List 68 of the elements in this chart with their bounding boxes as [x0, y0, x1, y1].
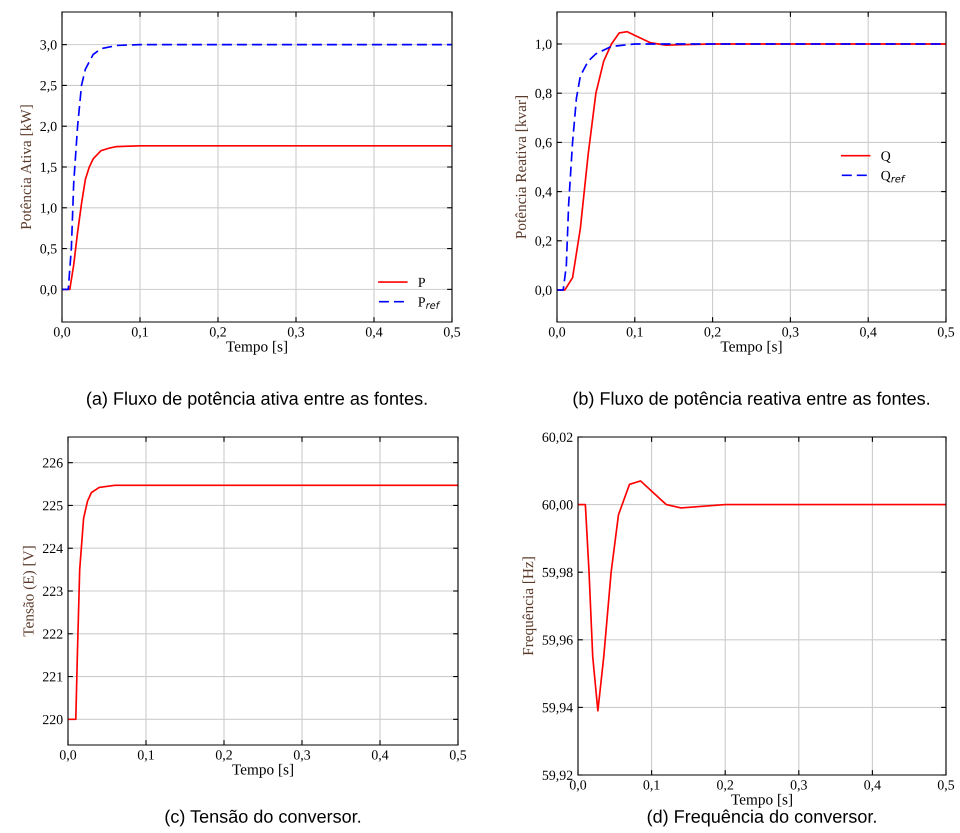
y-axis-title: Tensão (E) [V]: [22, 546, 37, 636]
x-tick-label: 0,2: [717, 780, 734, 792]
x-tick-label: 0,0: [570, 780, 586, 792]
y-tick-label: 2,5: [40, 81, 57, 92]
y-tick-label: 59,98: [542, 568, 573, 580]
y-axis-title: Potência Reativa [kvar]: [515, 96, 528, 239]
x-tick-label: 0,1: [132, 327, 148, 339]
x-tick-label: 0,2: [216, 750, 232, 762]
x-tick-label: 0,4: [860, 327, 877, 339]
y-tick-label: 0,8: [535, 88, 552, 100]
text: (a) Fluxo de potência ativa entre as fontes.: [87, 392, 426, 408]
x-tick-label: 0,4: [366, 327, 382, 339]
x-tick-label: 0,5: [938, 327, 954, 339]
x-tick-label: 0,4: [864, 780, 881, 792]
y-tick-label: 1,5: [41, 162, 57, 174]
y-axis-title: Frequência [Hz]: [522, 557, 536, 656]
y-tick-label: 2,0: [40, 122, 57, 134]
x-tick-label: 0,0: [60, 750, 76, 762]
y-tick-label: 3,0: [40, 40, 57, 52]
x-tick-label: 0,4: [372, 750, 388, 762]
x-tick-label: 0,2: [210, 327, 226, 339]
x-tick-label: 0,3: [782, 327, 799, 339]
y-tick-label: 60,02: [542, 432, 572, 444]
text: (d) Frequência do conversor.: [648, 810, 876, 826]
x-tick-label: 0,5: [444, 327, 460, 339]
line-series: [62, 44, 452, 290]
y-tick-label: 223: [42, 586, 63, 596]
x-tick-label: 0,5: [938, 780, 954, 792]
y-tick-label: 59,94: [542, 703, 573, 714]
text: (c) Tensão do conversor.: [165, 810, 360, 826]
x-tick-label: 0,1: [138, 750, 154, 762]
line-series: [578, 480, 946, 712]
y-tick-label: 222: [42, 629, 62, 639]
y-tick-label: 0,4: [535, 187, 552, 199]
x-tick-label: 0,3: [294, 750, 310, 762]
line-series: [68, 484, 458, 720]
x-tick-label: 0,1: [643, 780, 660, 792]
legend-label: Q$_{ref}$: [881, 170, 906, 183]
y-tick-label: 0,0: [535, 286, 552, 297]
y-tick-label: 0,2: [535, 236, 552, 248]
y-tick-label: 0,0: [40, 284, 57, 296]
x-axis-title: Tempo [s]: [232, 764, 293, 778]
y-tick-label: 60,00: [542, 500, 573, 512]
x-tick-label: 0,0: [54, 327, 70, 339]
y-axis-title: Potência Ativa [kW]: [20, 105, 34, 230]
y-tick-label: 59,96: [542, 635, 573, 647]
y-tick-label: 220: [42, 714, 63, 724]
x-axis-title: Tempo [s]: [731, 794, 792, 808]
x-tick-label: 0,5: [450, 750, 466, 762]
y-tick-label: 224: [42, 544, 63, 554]
y-tick-label: 221: [42, 672, 62, 682]
text: (b) Fluxo de potência reativa entre as fontes.: [573, 392, 930, 408]
y-tick-label: 1,0: [536, 40, 552, 51]
x-tick-label: 0,3: [288, 327, 304, 339]
y-tick-label: 59,92: [542, 770, 572, 782]
y-tick-label: 0,6: [535, 138, 552, 150]
legend-label: Q: [881, 151, 890, 163]
y-tick-label: 226: [42, 458, 63, 468]
x-tick-label: 0,1: [626, 327, 643, 339]
y-tick-label: 225: [42, 501, 63, 510]
x-axis-title: Tempo [s]: [720, 340, 782, 355]
y-tick-label: 1,0: [41, 203, 57, 215]
y-tick-label: 0,5: [40, 244, 57, 256]
x-tick-label: 0,2: [704, 327, 721, 339]
legend-label: P: [418, 278, 425, 287]
x-tick-label: 0,3: [790, 780, 807, 792]
legend-label: P$_{ref}$: [418, 297, 440, 309]
x-axis-title: Tempo [s]: [226, 340, 287, 355]
